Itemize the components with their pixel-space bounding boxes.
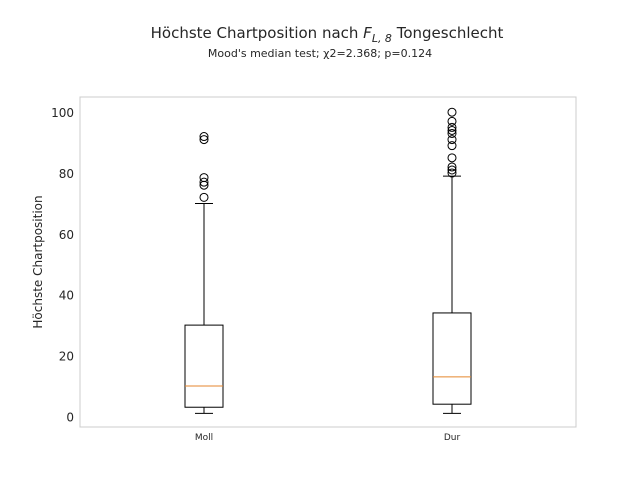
box-group — [432, 107, 472, 414]
chart-title-math-sub: L, 8 — [372, 32, 392, 45]
x-tick-label: Moll — [195, 433, 213, 443]
iqr-box — [184, 324, 224, 408]
outlier-point — [447, 128, 457, 138]
outlier-point — [447, 162, 457, 172]
outlier-point — [447, 168, 457, 178]
x-tick-label: Dur — [444, 433, 461, 443]
iqr-box — [432, 312, 472, 405]
outlier-point — [447, 125, 457, 135]
y-tick-label: 40 — [59, 289, 74, 303]
outlier-point — [199, 177, 209, 187]
plot-frame — [79, 96, 577, 428]
chart-title-main: Höchste Chartposition nach — [151, 24, 364, 42]
outlier-point — [199, 135, 209, 145]
outlier-point — [447, 122, 457, 132]
chart-subtitle: Mood's median test; χ2=2.368; p=0.124 — [208, 47, 432, 60]
y-tick-label: 20 — [59, 350, 74, 364]
outlier-point — [199, 192, 209, 202]
outlier-point — [447, 165, 457, 175]
outlier-point — [447, 153, 457, 163]
chart-title-math: F — [363, 24, 372, 42]
y-axis-label: Höchste Chartposition — [31, 195, 45, 328]
y-axis-ticks: 0 20 40 60 80 100 — [51, 106, 74, 424]
outlier-point — [447, 141, 457, 151]
box-series — [184, 107, 472, 414]
outlier-point — [447, 135, 457, 145]
y-tick-label: 80 — [59, 167, 74, 181]
outlier-point — [199, 132, 209, 142]
outlier-point — [447, 116, 457, 126]
box-group — [184, 132, 224, 414]
chart-title: Höchste Chartposition nach FL, 8 Tongesc… — [151, 24, 504, 45]
y-tick-label: 60 — [59, 228, 74, 242]
chart-title-tail: Tongeschlecht — [392, 24, 504, 42]
outlier-point — [447, 107, 457, 117]
outlier-point — [199, 173, 209, 183]
x-axis-ticks: Moll Dur — [195, 433, 461, 443]
y-tick-label: 0 — [66, 410, 74, 424]
y-tick-label: 100 — [51, 106, 74, 120]
